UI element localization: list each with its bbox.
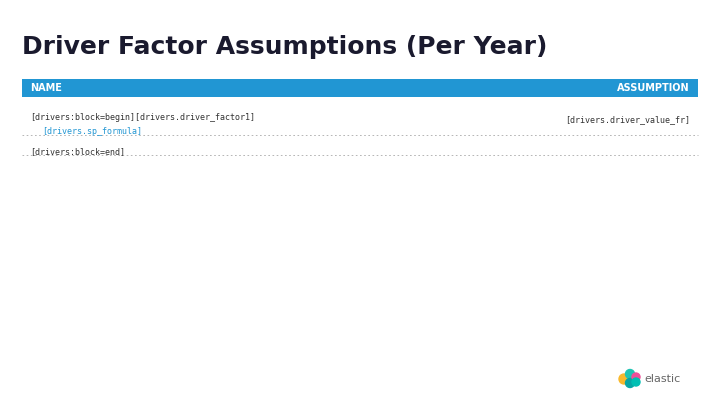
- Text: [drivers:block=end]: [drivers:block=end]: [30, 147, 125, 156]
- Text: elastic: elastic: [644, 374, 680, 384]
- Text: NAME: NAME: [30, 83, 62, 93]
- Circle shape: [626, 369, 634, 379]
- Circle shape: [632, 378, 640, 386]
- Circle shape: [626, 379, 634, 388]
- Bar: [22, 79, 698, 97]
- Circle shape: [619, 374, 629, 384]
- Circle shape: [632, 373, 640, 381]
- Text: [drivers.sp_formula]: [drivers.sp_formula]: [42, 127, 142, 136]
- Text: ASSUMPTION: ASSUMPTION: [617, 83, 690, 93]
- Text: [drivers:block=begin][drivers.driver_factor1]: [drivers:block=begin][drivers.driver_fac…: [30, 113, 255, 122]
- Text: Driver Factor Assumptions (Per Year): Driver Factor Assumptions (Per Year): [22, 35, 547, 59]
- Text: [drivers.driver_value_fr]: [drivers.driver_value_fr]: [565, 115, 690, 124]
